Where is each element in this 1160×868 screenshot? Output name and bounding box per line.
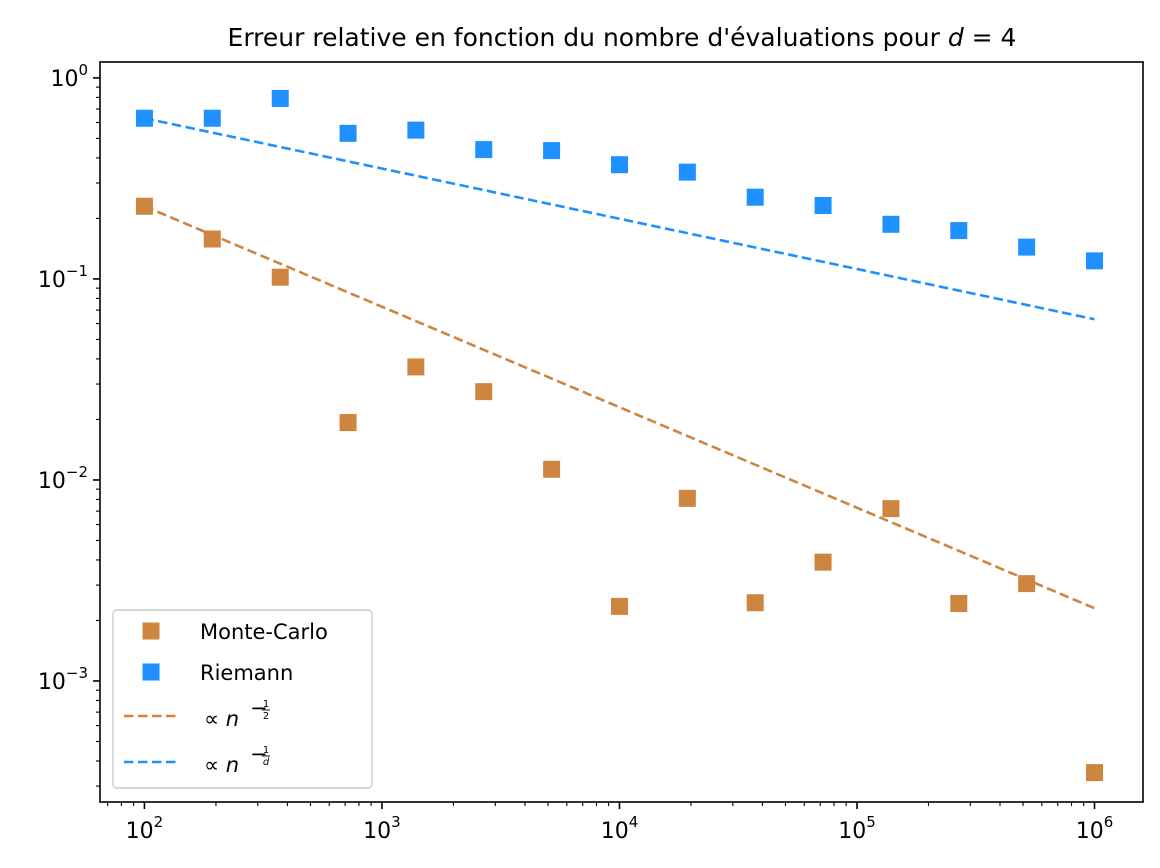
point-riemann-7 — [610, 156, 628, 174]
axes-frame — [99, 61, 1144, 803]
y-tick-label: 10−2 — [38, 463, 88, 494]
point-riemann-6 — [543, 142, 561, 160]
legend-marker-icon — [142, 663, 160, 681]
x-tick-exponent: 5 — [866, 813, 876, 831]
point-monte-carlo-6 — [543, 460, 561, 478]
x-tick-exponent: 4 — [629, 813, 639, 831]
legend-marker-icon — [142, 622, 160, 640]
legend-exp-numerator: 1 — [263, 699, 269, 710]
y-tick-exponent: 0 — [78, 61, 88, 79]
point-monte-carlo-2 — [271, 268, 289, 286]
y-tick-exponent: −2 — [66, 463, 88, 481]
legend-entry-0: Monte-Carlo — [142, 620, 328, 644]
x-tick-exponent: 3 — [391, 813, 401, 831]
x-tick-label: 103 — [363, 813, 401, 844]
x-tick-base: 10 — [1076, 819, 1104, 844]
legend-label: Riemann — [200, 661, 293, 685]
point-riemann-1 — [203, 109, 221, 127]
series-riemann — [135, 89, 1104, 270]
chart-title: Erreur relative en fonction du nombre d'… — [228, 23, 1017, 52]
point-riemann-8 — [678, 163, 696, 181]
legend-label: ∝ n — [204, 753, 239, 777]
legend-label-prefix: ∝ — [204, 753, 226, 777]
legend-exp-denominator: d — [263, 757, 270, 768]
point-monte-carlo-5 — [475, 383, 493, 401]
legend-exp-denominator: 2 — [263, 711, 269, 722]
legend-entry-2: ∝ n −12 — [124, 696, 270, 731]
legend-label-var: n — [226, 707, 239, 731]
y-tick-label: 10−3 — [38, 664, 88, 695]
legend-exp-minus: − — [250, 742, 268, 766]
point-monte-carlo-9 — [746, 594, 764, 612]
point-riemann-4 — [407, 121, 425, 139]
point-riemann-0 — [135, 109, 153, 127]
y-tick-base: 10 — [38, 469, 66, 494]
point-riemann-2 — [271, 89, 289, 107]
x-tick-label: 105 — [838, 813, 876, 844]
point-riemann-11 — [882, 215, 900, 233]
point-riemann-14 — [1086, 252, 1104, 270]
point-monte-carlo-4 — [407, 358, 425, 376]
y-tick-base: 10 — [50, 67, 78, 92]
y-tick-exponent: −1 — [66, 262, 88, 280]
x-tick-exponent: 6 — [1104, 813, 1114, 831]
x-tick-base: 10 — [601, 819, 629, 844]
legend-label-var: n — [226, 753, 239, 777]
x-tick-base: 10 — [363, 819, 391, 844]
point-monte-carlo-0 — [135, 197, 153, 215]
point-riemann-5 — [475, 141, 493, 159]
point-riemann-13 — [1018, 238, 1036, 256]
plot-area — [135, 89, 1104, 782]
y-tick-exponent: −3 — [66, 664, 88, 682]
x-tick-label: 104 — [601, 813, 639, 844]
point-riemann-12 — [950, 222, 968, 240]
point-monte-carlo-12 — [950, 594, 968, 612]
plot-inner — [135, 89, 1104, 782]
legend-entry-1: Riemann — [142, 661, 293, 685]
series-monte-carlo — [135, 197, 1104, 782]
legend-label-prefix: ∝ — [204, 707, 226, 731]
point-riemann-10 — [814, 196, 832, 214]
x-tick-base: 10 — [838, 819, 866, 844]
x-tick-label: 102 — [126, 813, 164, 844]
legend-exp-numerator: 1 — [263, 745, 269, 756]
y-tick-base: 10 — [38, 268, 66, 293]
point-monte-carlo-1 — [203, 230, 221, 248]
point-riemann-3 — [339, 124, 357, 142]
fit-line-0 — [143, 205, 1096, 610]
y-tick-base: 10 — [38, 670, 66, 695]
y-tick-label: 100 — [50, 61, 88, 92]
point-monte-carlo-3 — [339, 414, 357, 432]
point-monte-carlo-14 — [1086, 764, 1104, 782]
legend-entry-3: ∝ n −1d — [124, 742, 270, 777]
legend-box — [112, 609, 373, 789]
point-monte-carlo-10 — [814, 553, 832, 571]
legend-label: ∝ n — [204, 707, 239, 731]
point-monte-carlo-11 — [882, 500, 900, 518]
point-monte-carlo-7 — [610, 597, 628, 615]
x-tick-exponent: 2 — [154, 813, 164, 831]
y-tick-label: 10−1 — [38, 262, 88, 293]
point-riemann-9 — [746, 188, 764, 206]
legend-label: Monte-Carlo — [200, 620, 328, 644]
point-monte-carlo-8 — [678, 489, 696, 507]
legend-exp-minus: − — [250, 696, 268, 720]
x-tick-base: 10 — [126, 819, 154, 844]
x-tick-label: 106 — [1076, 813, 1114, 844]
point-monte-carlo-13 — [1018, 575, 1036, 593]
fit-line-1 — [144, 116, 1095, 321]
